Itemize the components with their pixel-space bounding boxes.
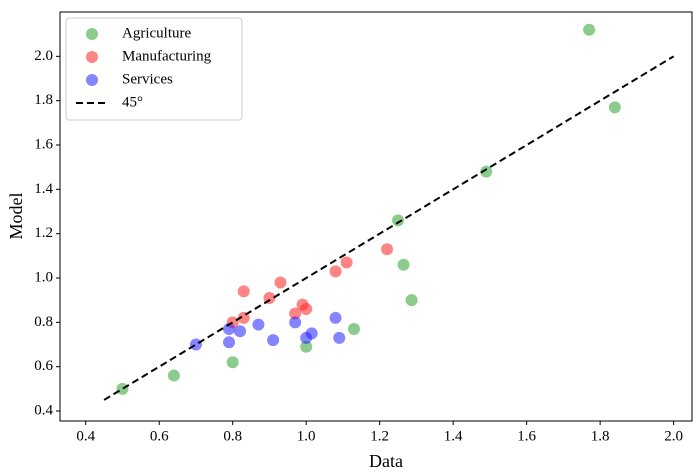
x-tick-label: 1.8 [591, 428, 610, 444]
scatter-point [300, 340, 313, 353]
x-axis-label: Data [369, 451, 403, 471]
scatter-point [583, 23, 596, 36]
y-axis-label: Model [6, 193, 26, 240]
scatter-point [480, 165, 493, 178]
y-tick-label: 0.8 [34, 314, 53, 330]
x-tick-label: 0.8 [223, 428, 242, 444]
reference-line [103, 55, 675, 401]
scatter-point [252, 318, 265, 331]
scatter-point [381, 243, 394, 256]
y-tick-label: 1.8 [34, 92, 53, 108]
y-tick-label: 1.4 [34, 181, 53, 197]
x-tick-label: 0.4 [76, 428, 95, 444]
legend-marker [86, 74, 98, 86]
legend-marker [86, 51, 98, 63]
y-tick-label: 0.4 [34, 402, 53, 418]
legend-marker [86, 28, 98, 40]
scatter-point [274, 276, 287, 289]
x-tick-label: 1.6 [517, 428, 536, 444]
scatter-point [289, 316, 302, 329]
scatter-point [167, 369, 180, 382]
scatter-point [329, 265, 342, 278]
x-tick-label: 0.6 [150, 428, 169, 444]
legend-label: 45° [122, 94, 143, 110]
legend-label: Services [122, 71, 173, 87]
legend-label: Manufacturing [122, 48, 212, 64]
scatter-point [116, 382, 129, 395]
scatter-point [329, 311, 342, 324]
x-tick-label: 1.4 [444, 428, 463, 444]
y-tick-label: 1.6 [34, 136, 53, 152]
scatter-point [305, 327, 318, 340]
scatter-point [340, 256, 353, 269]
scatter-point [223, 336, 236, 349]
scatter-point [189, 338, 202, 351]
plot-frame [59, 11, 693, 422]
scatter-point [267, 334, 280, 347]
scatter-point [234, 325, 247, 338]
scatter-point [397, 258, 410, 271]
scatter-point [223, 323, 236, 336]
legend-label: Agriculture [122, 25, 191, 41]
scatter-point [226, 356, 239, 369]
scatter-point [392, 214, 405, 227]
x-tick-label: 1.0 [297, 428, 316, 444]
scatter-point [405, 294, 418, 307]
scatter-point [347, 323, 360, 336]
scatter-point [289, 307, 302, 320]
scatter-point [333, 331, 346, 344]
x-tick-label: 1.2 [370, 428, 389, 444]
y-tick-label: 1.0 [34, 269, 53, 285]
y-tick-label: 1.2 [34, 225, 53, 241]
scatter-point [237, 285, 250, 298]
scatter-point [608, 101, 621, 114]
legend-box [65, 17, 243, 121]
scatter-point [300, 303, 313, 316]
y-tick-label: 0.6 [34, 358, 53, 374]
x-tick-label: 2.0 [664, 428, 683, 444]
y-tick-label: 2.0 [34, 48, 53, 64]
